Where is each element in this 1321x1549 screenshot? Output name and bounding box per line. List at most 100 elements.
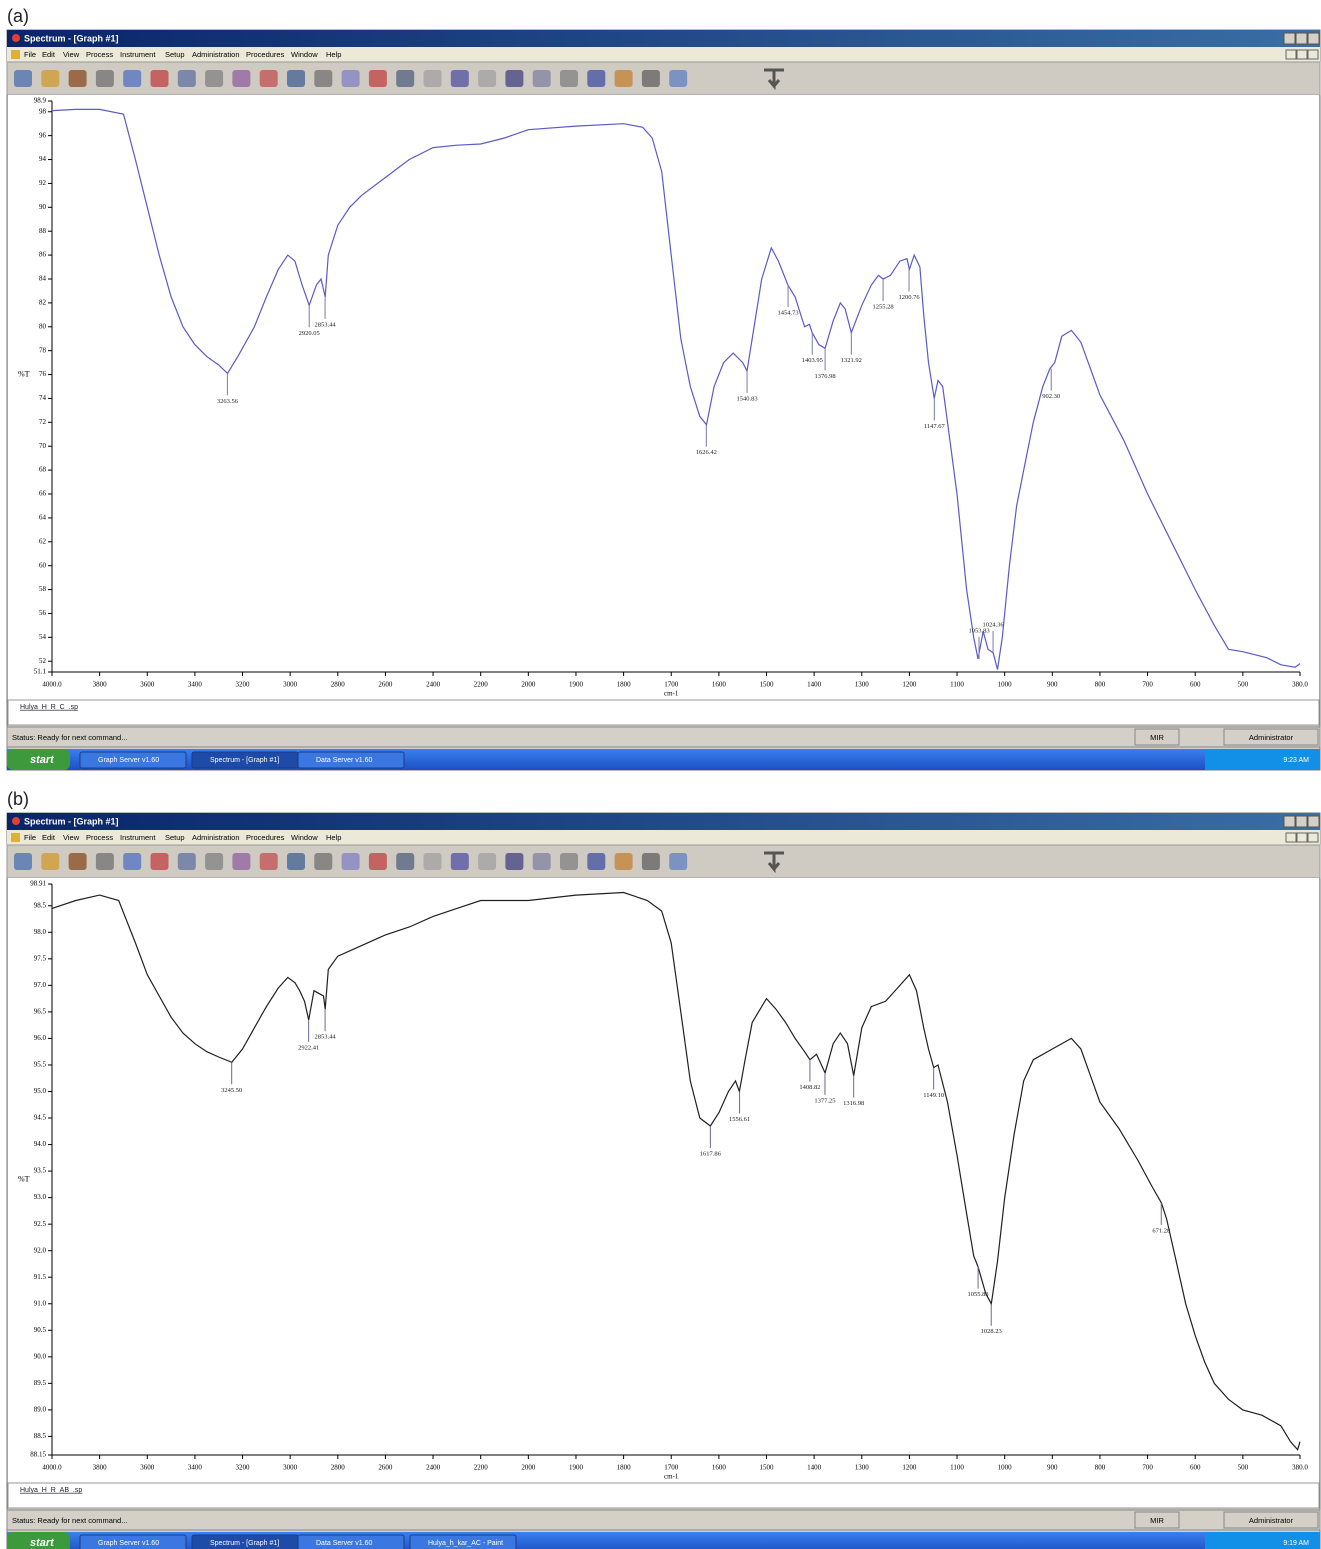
toolbar-icon[interactable]	[232, 70, 250, 87]
task-label[interactable]: Spectrum - [Graph #1]	[210, 1540, 279, 1547]
doc-button[interactable]	[1286, 50, 1296, 59]
toolbar-icon[interactable]	[533, 70, 551, 87]
toolbar-icon[interactable]	[424, 853, 442, 870]
menu-item[interactable]: Instrument	[120, 833, 156, 842]
toolbar-icon[interactable]	[41, 70, 59, 87]
menu-item[interactable]: Edit	[42, 833, 56, 842]
menu-item[interactable]: View	[63, 833, 80, 842]
toolbar-icon[interactable]	[287, 853, 305, 870]
toolbar-icon[interactable]	[642, 70, 660, 87]
menu-item[interactable]: File	[24, 833, 36, 842]
toolbar-icon[interactable]	[396, 853, 414, 870]
toolbar-icon[interactable]	[123, 70, 141, 87]
toolbar-icon[interactable]	[533, 853, 551, 870]
window-button[interactable]	[1296, 33, 1307, 44]
task-label[interactable]: Data Server v1.60	[316, 757, 373, 764]
toolbar-icon[interactable]	[451, 70, 469, 87]
toolbar-icon[interactable]	[69, 70, 87, 87]
toolbar-icon[interactable]	[314, 70, 332, 87]
toolbar-icon[interactable]	[396, 70, 414, 87]
toolbar-icon[interactable]	[14, 853, 32, 870]
toolbar-icon[interactable]	[342, 70, 360, 87]
toolbar-icon[interactable]	[205, 70, 223, 87]
toolbar-icon[interactable]	[560, 853, 578, 870]
toolbar-icon[interactable]	[369, 70, 387, 87]
task-label[interactable]: Data Server v1.60	[316, 1540, 373, 1547]
toolbar-icon[interactable]	[96, 853, 114, 870]
menu-item[interactable]: File	[24, 50, 36, 59]
toolbar-icon[interactable]	[151, 70, 169, 87]
menu-item[interactable]: Setup	[165, 833, 185, 842]
toolbar-icon[interactable]	[669, 853, 687, 870]
doc-button[interactable]	[1286, 833, 1296, 842]
window-button[interactable]	[1284, 33, 1295, 44]
toolbar-icon[interactable]	[123, 853, 141, 870]
menu-item[interactable]: Edit	[42, 50, 56, 59]
toolbar-icon[interactable]	[96, 70, 114, 87]
menu-item[interactable]: Window	[291, 50, 318, 59]
peak-label: 1053.83	[968, 627, 989, 634]
menu-item[interactable]: Procedures	[246, 833, 285, 842]
toolbar-icon[interactable]	[560, 70, 578, 87]
toolbar-icon[interactable]	[669, 70, 687, 87]
toolbar-icon[interactable]	[151, 853, 169, 870]
toolbar-icon[interactable]	[342, 853, 360, 870]
file-name[interactable]: Hulya_H_R_C_.sp	[20, 704, 78, 711]
menu-item[interactable]: Administration	[192, 833, 240, 842]
peak-label: 671.28	[1152, 1227, 1170, 1234]
start-label[interactable]: start	[30, 754, 55, 766]
window-button[interactable]	[1308, 33, 1319, 44]
toolbar-icon[interactable]	[14, 70, 32, 87]
toolbar-icon[interactable]	[205, 853, 223, 870]
toolbar-icon[interactable]	[505, 70, 523, 87]
task-label[interactable]: Graph Server v1.60	[98, 757, 159, 764]
menu-item[interactable]: Administration	[192, 50, 240, 59]
menu-item[interactable]: Window	[291, 833, 318, 842]
toolbar-icon[interactable]	[615, 70, 633, 87]
doc-button[interactable]	[1297, 50, 1307, 59]
menu-item[interactable]: Setup	[165, 50, 185, 59]
toolbar-icon[interactable]	[260, 70, 278, 87]
x-tick-label: 1400	[807, 681, 822, 689]
doc-button[interactable]	[1308, 50, 1318, 59]
y-tick-label: 52	[39, 657, 47, 665]
toolbar-icon[interactable]	[505, 853, 523, 870]
doc-button[interactable]	[1297, 833, 1307, 842]
toolbar-icon[interactable]	[478, 70, 496, 87]
toolbar-icon[interactable]	[587, 70, 605, 87]
start-label[interactable]: start	[30, 1537, 55, 1549]
window-button[interactable]	[1308, 816, 1319, 827]
window-button[interactable]	[1296, 816, 1307, 827]
menu-item[interactable]: View	[63, 50, 80, 59]
doc-button[interactable]	[1308, 833, 1318, 842]
toolbar-icon[interactable]	[260, 853, 278, 870]
menu-item[interactable]: Help	[326, 50, 341, 59]
menu-item[interactable]: Help	[326, 833, 341, 842]
toolbar-icon[interactable]	[314, 853, 332, 870]
file-name[interactable]: Hulya_H_R_AB_.sp	[20, 1487, 82, 1494]
y-tick-label: 98.0	[34, 928, 47, 936]
toolbar-icon[interactable]	[69, 853, 87, 870]
toolbar-icon[interactable]	[287, 70, 305, 87]
toolbar-icon[interactable]	[178, 853, 196, 870]
toolbar-icon[interactable]	[587, 853, 605, 870]
toolbar-icon[interactable]	[478, 853, 496, 870]
menu-item[interactable]: Process	[86, 833, 113, 842]
toolbar-icon[interactable]	[369, 853, 387, 870]
toolbar-icon[interactable]	[232, 853, 250, 870]
y-tick-label: 93.5	[34, 1167, 47, 1175]
toolbar-icon[interactable]	[451, 853, 469, 870]
toolbar-icon[interactable]	[41, 853, 59, 870]
toolbar-icon[interactable]	[642, 853, 660, 870]
window-button[interactable]	[1284, 816, 1295, 827]
menu-item[interactable]: Process	[86, 50, 113, 59]
menu-item[interactable]: Instrument	[120, 50, 156, 59]
toolbar-icon[interactable]	[424, 70, 442, 87]
toolbar-icon[interactable]	[615, 853, 633, 870]
menu-item[interactable]: Procedures	[246, 50, 285, 59]
toolbar-icon[interactable]	[178, 70, 196, 87]
task-label[interactable]: Hulya_h_kar_AC - Paint	[428, 1540, 503, 1547]
task-label[interactable]: Graph Server v1.60	[98, 1540, 159, 1547]
peak-label: 1024.36	[983, 621, 1005, 628]
task-label[interactable]: Spectrum - [Graph #1]	[210, 757, 279, 764]
